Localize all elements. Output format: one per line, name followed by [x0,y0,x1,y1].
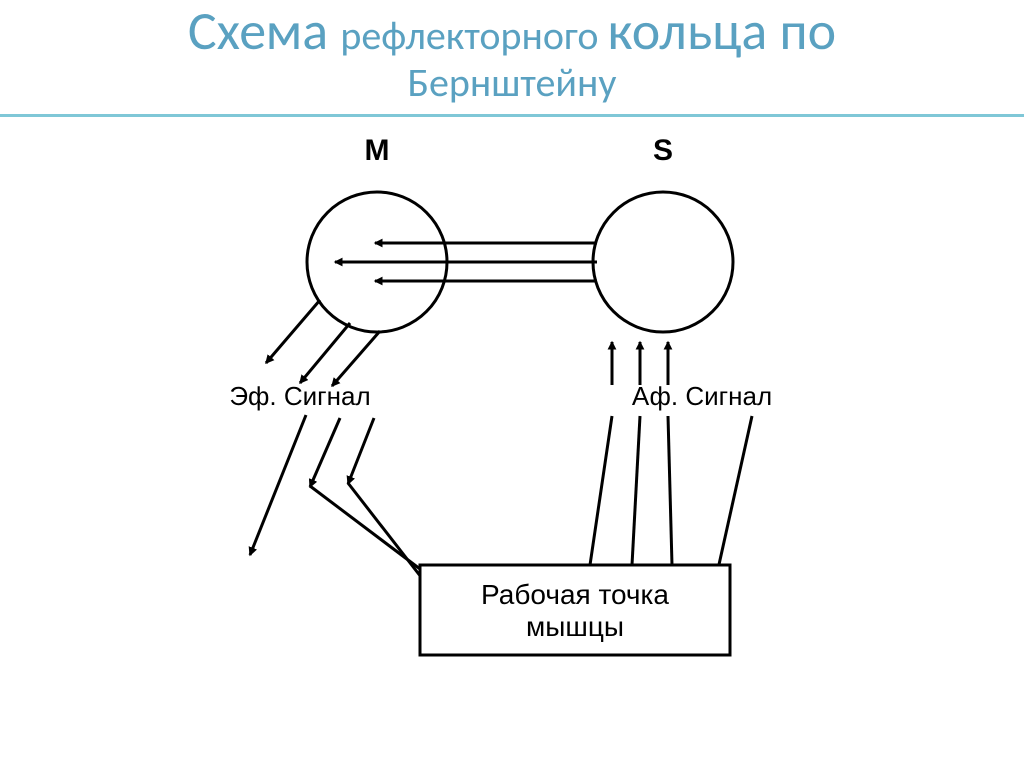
node-s-circle [593,192,733,332]
efferent-extensions [310,483,428,586]
node-box-line-1: мышцы [526,611,624,642]
title-underline [0,114,1024,117]
arrows-into-m [335,243,447,281]
afferent-arrows-upper [612,342,668,385]
afferent-lines-lower [590,416,752,569]
label-efferent: Эф. Сигнал [229,381,370,411]
slide: Схема рефлекторного кольца по Бернштейну… [0,0,1024,767]
node-box-line-0: Рабочая точка [481,579,669,610]
node-s-header: S [653,134,673,167]
diagram-svg: M S Эф. Сигнал Аф. Сигнал Рабочая точка … [0,0,1024,767]
node-m-header: M [365,134,390,167]
efferent-arrows [250,300,380,555]
label-afferent: Аф. Сигнал [632,381,772,411]
connectors-s-to-m [447,243,597,281]
